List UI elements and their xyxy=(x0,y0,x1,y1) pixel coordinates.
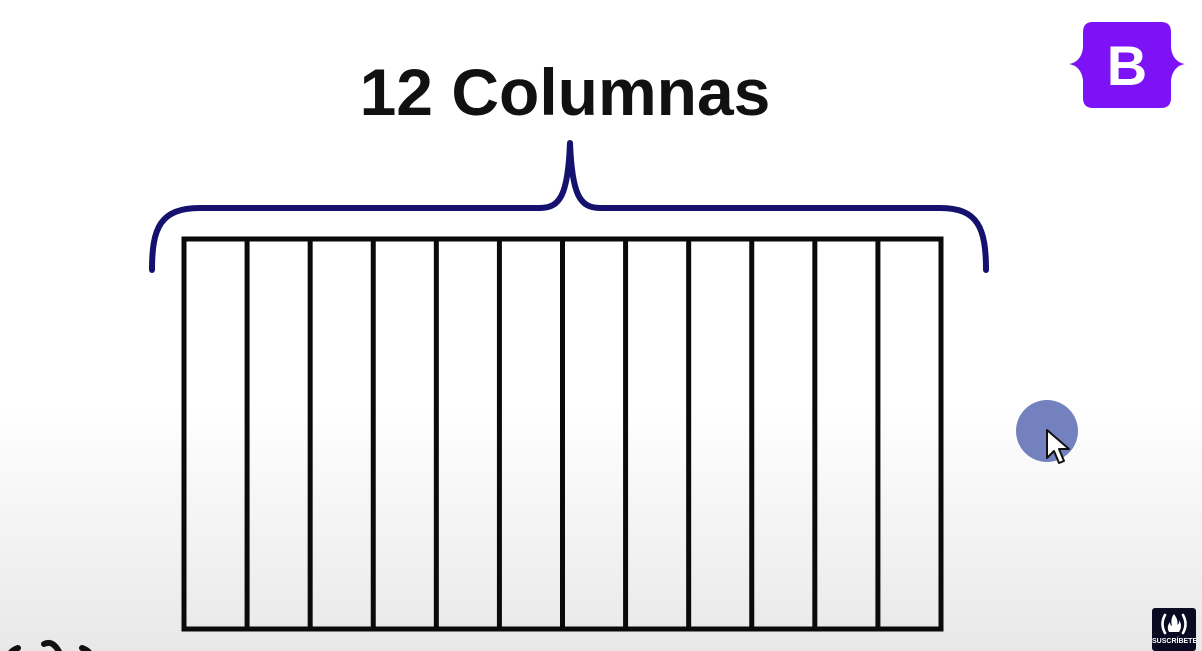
cursor-highlight xyxy=(1014,398,1080,468)
freecodecamp-fire-icon xyxy=(1161,613,1187,635)
pointer-arrow-icon xyxy=(1046,429,1070,464)
column-dividers xyxy=(244,239,881,629)
freecodecamp-logo-icon xyxy=(8,639,92,651)
bootstrap-logo-letter: B xyxy=(1107,34,1147,97)
subscribe-button[interactable]: SUSCRÍBETE xyxy=(1152,608,1196,651)
slide-title: 12 Columnas xyxy=(359,55,771,129)
bootstrap-logo-shape xyxy=(1069,22,1185,108)
subscribe-label: SUSCRÍBETE xyxy=(1152,638,1196,645)
curly-brace xyxy=(149,140,989,273)
bootstrap-logo-icon: B xyxy=(1069,22,1185,108)
